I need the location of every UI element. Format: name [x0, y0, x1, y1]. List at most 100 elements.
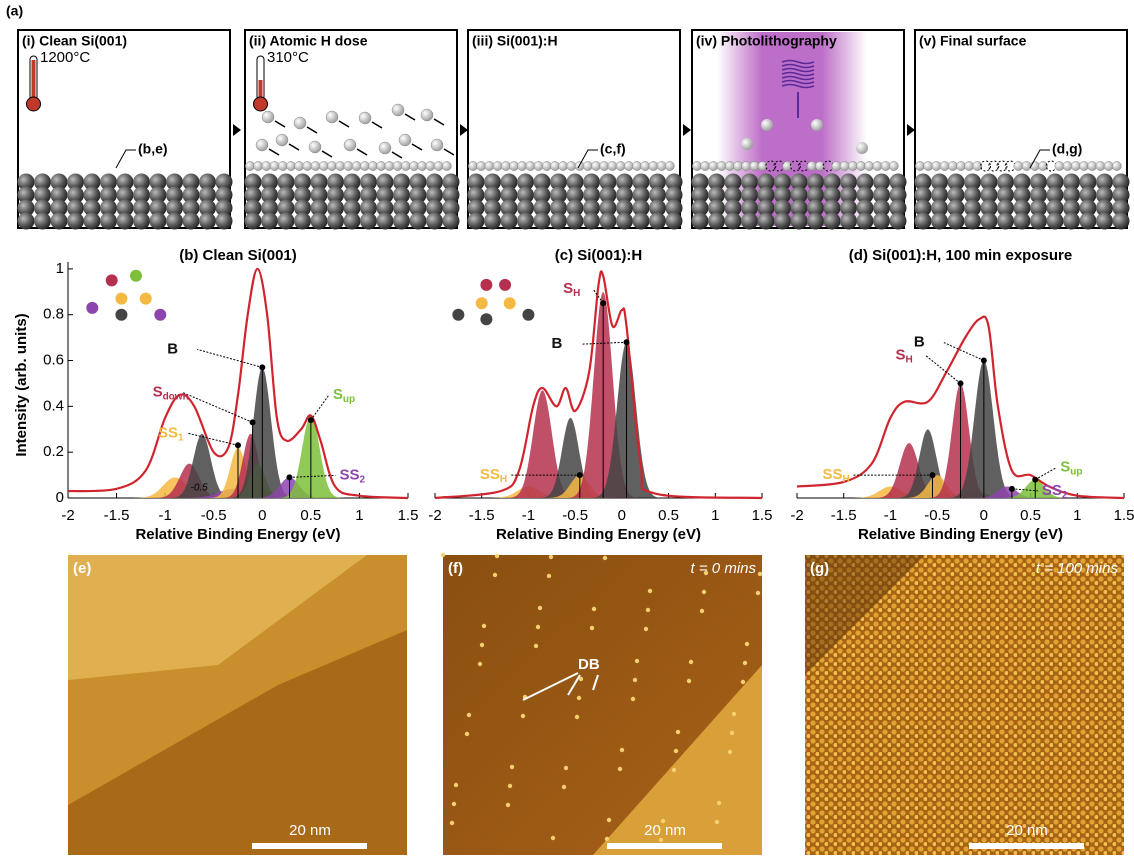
- h-atom: [1055, 161, 1064, 170]
- figure-label: (a): [6, 3, 23, 19]
- x-tick-label: 1.5: [752, 507, 773, 524]
- h-atom: [641, 161, 650, 170]
- molecule-atom: [106, 274, 118, 286]
- step-arrow: [460, 124, 468, 136]
- si-atom: [278, 213, 295, 230]
- molecule-atom: [140, 293, 152, 305]
- h-atom: [709, 161, 718, 170]
- h-atom: [701, 161, 710, 170]
- x-tick-label: -1.5: [831, 507, 857, 524]
- panel-title: (ii) Atomic H dose: [249, 33, 368, 49]
- h-atom: [359, 112, 371, 124]
- dangling-bond: [702, 590, 706, 594]
- h-atom: [649, 161, 658, 170]
- si-atom: [501, 213, 518, 230]
- si-atom: [1047, 213, 1064, 230]
- x-tick-label: 0.5: [300, 507, 321, 524]
- h-atom: [377, 161, 386, 170]
- h-atom: [600, 161, 609, 170]
- h-atom: [567, 161, 576, 170]
- peak-label: SH: [896, 346, 913, 365]
- h-atom: [733, 161, 742, 170]
- peak-label-sub: H: [500, 474, 507, 485]
- panel-title: (i) Clean Si(001): [22, 33, 127, 49]
- dangling-bond: [607, 818, 611, 822]
- scale-bar-label: 20 nm: [644, 822, 686, 839]
- temperature: 310°C: [267, 49, 309, 66]
- h-atom: [783, 161, 792, 170]
- dangling-bond: [506, 803, 510, 807]
- dangling-bond: [648, 589, 652, 593]
- h-atom: [1079, 161, 1088, 170]
- molecule-atom: [504, 297, 516, 309]
- h-atom: [442, 161, 451, 170]
- h-atom: [717, 161, 726, 170]
- h-atom: [278, 161, 287, 170]
- si-atom: [393, 213, 410, 230]
- si-atom: [117, 213, 134, 230]
- h-atom: [352, 161, 361, 170]
- h-atom: [245, 161, 254, 170]
- h-atom: [665, 161, 674, 170]
- label-leader: [1035, 468, 1056, 480]
- chart-title: (b) Clean Si(001): [179, 247, 297, 264]
- peak-label-main: S: [1060, 459, 1070, 476]
- dangling-bond: [482, 624, 486, 628]
- h-atom: [811, 119, 823, 131]
- dangling-bond: [562, 785, 566, 789]
- peak-label: B: [914, 333, 925, 350]
- si-atom: [294, 213, 311, 230]
- si-atom: [824, 213, 841, 230]
- peak-label-main: SS: [1042, 482, 1062, 499]
- si-atom: [649, 213, 666, 230]
- dangling-bond: [454, 783, 458, 787]
- x-tick-label: -1: [158, 507, 171, 524]
- x-tick-label: 0: [980, 507, 988, 524]
- si-atom: [741, 213, 758, 230]
- dangling-bond: [510, 765, 514, 769]
- si-atom: [964, 213, 981, 230]
- si-atom: [981, 213, 998, 230]
- h-atom: [468, 161, 477, 170]
- dangling-bond: [633, 678, 637, 682]
- h-atom: [657, 161, 666, 170]
- x-tick-label: -2: [790, 507, 803, 524]
- h-atom: [758, 161, 767, 170]
- dangling-bond: [758, 572, 762, 576]
- spectrum-chart: (b) Clean Si(001)-2-1.5-1-0.500.511.5Rel…: [13, 247, 418, 543]
- image-label: (e): [73, 560, 91, 577]
- si-atom: [1030, 213, 1047, 230]
- si-atom: [890, 213, 907, 230]
- x-tick-label: -0.5: [924, 507, 950, 524]
- dangling-bond: [564, 766, 568, 770]
- dangling-bond: [732, 712, 736, 716]
- x-tick-label: -2: [428, 507, 441, 524]
- dangling-bond: [536, 625, 540, 629]
- peak-label-main: B: [914, 333, 925, 350]
- si-atom: [18, 213, 35, 230]
- si-atom: [873, 213, 890, 230]
- peak-label-main: S: [153, 383, 163, 400]
- peak-dot: [1009, 486, 1015, 492]
- peak-label-main: SS: [158, 424, 178, 441]
- peak-dot: [929, 472, 935, 478]
- h-atom: [1088, 161, 1097, 170]
- figure: (a) (i) Clean Si(001)1200°C(b,e)(ii) Ato…: [0, 0, 1134, 859]
- h-atom: [518, 161, 527, 170]
- dangling-bond: [480, 643, 484, 647]
- h-atom: [832, 161, 841, 170]
- h-atom: [583, 161, 592, 170]
- h-atom: [591, 161, 600, 170]
- dangling-bond: [605, 837, 609, 841]
- chart-title: (c) Si(001):H: [555, 247, 643, 264]
- h-atom: [608, 161, 617, 170]
- molecule-atom: [476, 297, 488, 309]
- peak-dot: [250, 419, 256, 425]
- stm-image: (e)20 nm: [68, 555, 407, 855]
- dangling-bond: [452, 802, 456, 806]
- peak-label: Sup: [1060, 459, 1082, 478]
- dangling-bond: [717, 801, 721, 805]
- dangling-bond: [577, 696, 581, 700]
- y-tick-label: 1: [56, 260, 64, 277]
- x-tick-label: 1: [1073, 507, 1081, 524]
